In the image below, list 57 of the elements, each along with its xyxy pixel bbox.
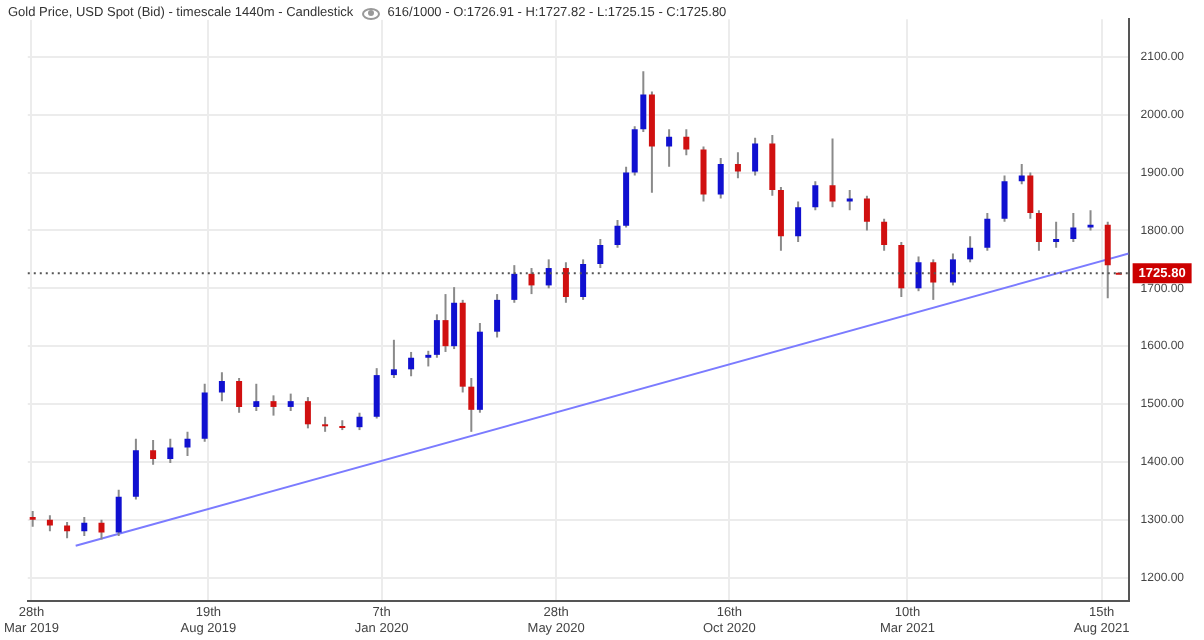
candlestick [881, 217, 888, 252]
candlestick [666, 128, 673, 168]
candlestick [511, 264, 518, 304]
candlestick [304, 396, 311, 430]
candlestick [717, 157, 724, 200]
candlestick [1053, 220, 1060, 249]
candlestick [949, 252, 956, 287]
candlestick [812, 180, 819, 212]
candlestick [433, 313, 440, 359]
candlestick [390, 338, 397, 379]
candlestick [597, 238, 604, 270]
candlestick [167, 437, 174, 465]
candlestick [984, 212, 991, 252]
candlestick [915, 255, 922, 293]
candlestick [829, 137, 836, 209]
candlestick [201, 382, 208, 443]
candlestick [408, 350, 415, 378]
candlestick [468, 377, 475, 433]
candlestick [967, 235, 974, 264]
candlestick [1027, 171, 1034, 220]
candlestick [98, 518, 105, 541]
candlestick [494, 293, 501, 339]
candlestick [734, 151, 741, 180]
candlestick [1035, 209, 1042, 252]
candlestick [1070, 212, 1077, 243]
candlestick [769, 133, 776, 197]
candlestick [81, 515, 88, 537]
candlestick [1001, 174, 1008, 223]
candlestick [683, 128, 690, 157]
candlestick [795, 200, 802, 243]
candlestick [1104, 220, 1111, 300]
candlestick [236, 377, 243, 414]
candlestick [898, 241, 905, 298]
candlestick [700, 145, 707, 203]
candlestick [270, 394, 277, 417]
candlestick [640, 70, 647, 134]
candlestick [863, 194, 870, 232]
candlestick [218, 371, 225, 403]
candlestick [777, 186, 784, 252]
candlestick [184, 430, 191, 458]
candlestick [150, 438, 157, 466]
candlestick [631, 125, 638, 177]
candlestick [752, 136, 759, 177]
candlestick [580, 258, 587, 301]
candlestick [614, 219, 621, 249]
candlestick [1018, 162, 1025, 186]
candlestick [562, 261, 569, 304]
candlestick [115, 488, 122, 537]
candlestick [373, 367, 380, 420]
candlestick [528, 267, 535, 296]
candlestick [442, 293, 449, 353]
candlestick [930, 258, 937, 301]
candlestick [1087, 209, 1094, 232]
candlestick [132, 437, 139, 501]
candlestick [253, 382, 260, 412]
candlestick [545, 258, 552, 290]
candlestick [451, 286, 458, 351]
